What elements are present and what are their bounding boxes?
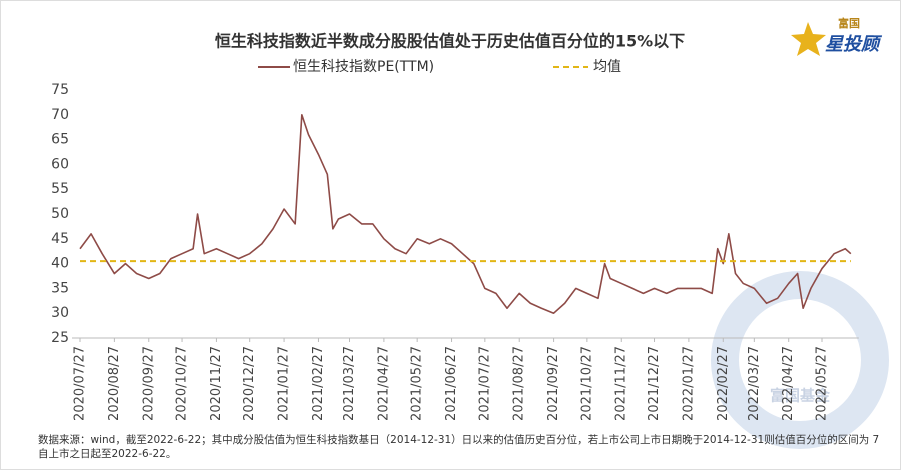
y-tick-label: 55: [51, 181, 69, 197]
x-tick-label: 2020/11/27: [209, 346, 224, 421]
x-tick-label: 2021/05/27: [410, 346, 425, 421]
y-tick-label: 50: [51, 206, 69, 222]
x-tick-label: 2020/10/27: [175, 346, 190, 421]
x-tick-label: 2022/02/27: [716, 346, 731, 421]
chart-title: 恒生科技指数近半数成分股股估值处于历史估值百分位的15%以下: [215, 32, 685, 51]
y-tick-label: 30: [51, 305, 69, 321]
logo-star: [791, 22, 826, 56]
x-tick-label: 2021/09/27: [546, 346, 561, 421]
x-tick-label: 2020/12/27: [242, 346, 257, 421]
x-tick-label: 2021/07/27: [477, 346, 492, 421]
y-tick-label: 65: [51, 132, 69, 148]
legend-label: 恒生科技指数PE(TTM): [293, 59, 434, 75]
x-tick-label: 2022/01/27: [681, 346, 696, 421]
y-tick-label: 75: [51, 82, 69, 98]
x-tick-label: 2021/12/27: [647, 346, 662, 421]
logo-main: 星投顾: [825, 34, 883, 55]
x-tick-label: 2021/02/27: [311, 346, 326, 421]
y-tick-label: 70: [51, 107, 69, 123]
x-tick-label: 2021/08/27: [512, 346, 527, 421]
y-tick-label: 25: [51, 330, 69, 346]
x-tick-label: 2020/07/27: [73, 346, 88, 421]
x-tick-label: 2022/03/27: [747, 346, 762, 421]
x-tick-label: 2020/09/27: [141, 346, 156, 421]
source-note: 自上市之日起至2022-6-22。: [38, 447, 176, 460]
x-tick-label: 2020/08/27: [107, 346, 122, 421]
legend-label: 均值: [593, 59, 621, 75]
x-tick-label: 2021/04/27: [376, 346, 391, 421]
x-tick-label: 2021/10/27: [579, 346, 594, 421]
logo-top: 富国: [838, 16, 860, 30]
y-tick-label: 40: [51, 256, 69, 272]
y-tick-label: 45: [51, 231, 69, 247]
source-note: 数据来源：wind，截至2022-6-22；其中成分股估值为恒生科技指数基日（2…: [38, 433, 879, 446]
y-tick-label: 35: [51, 280, 69, 296]
x-tick-label: 2022/04/27: [781, 346, 796, 421]
watermark: 富国基金: [770, 387, 831, 405]
x-tick-label: 2021/03/27: [342, 346, 357, 421]
x-tick-label: 2022/05/27: [815, 346, 830, 421]
x-tick-label: 2021/06/27: [444, 346, 459, 421]
pe-line: [79, 114, 852, 314]
y-tick-label: 60: [51, 156, 69, 172]
x-tick-label: 2021/01/27: [277, 346, 292, 421]
x-tick-label: 2021/11/27: [614, 346, 629, 421]
